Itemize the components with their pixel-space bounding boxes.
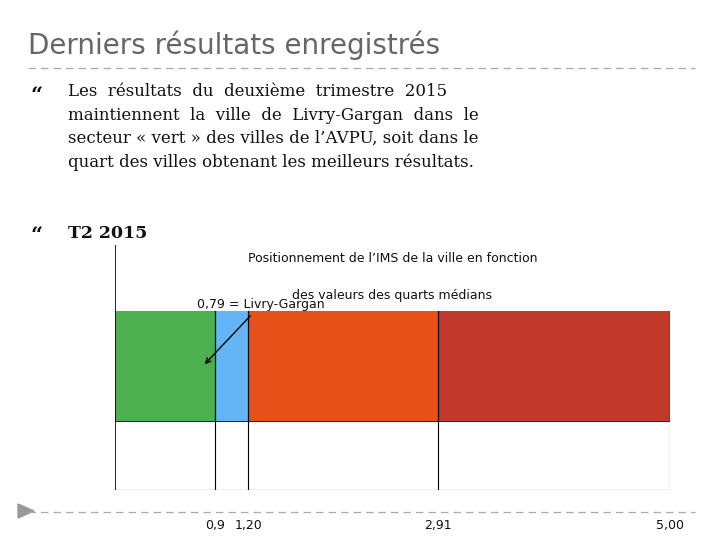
- Text: des valeurs des quarts médians: des valeurs des quarts médians: [292, 289, 492, 302]
- Text: T2 2015: T2 2015: [68, 225, 148, 242]
- Text: Positionnement de l’IMS de la ville en fonction: Positionnement de l’IMS de la ville en f…: [248, 252, 537, 265]
- Polygon shape: [18, 504, 34, 518]
- Bar: [215, 311, 248, 421]
- Text: “: “: [30, 85, 42, 105]
- Bar: [438, 311, 670, 421]
- Text: Les  résultats  du  deuxième  trimestre  2015
maintiennent  la  ville  de  Livry: Les résultats du deuxième trimestre 2015…: [68, 83, 479, 171]
- Text: 0,79 = Livry-Gargan: 0,79 = Livry-Gargan: [197, 298, 325, 363]
- Text: 1,20: 1,20: [234, 519, 262, 532]
- Text: 2,91: 2,91: [424, 519, 452, 532]
- Text: Derniers résultats enregistrés: Derniers résultats enregistrés: [28, 30, 440, 59]
- Text: 0,9: 0,9: [205, 519, 225, 532]
- Text: 5,00: 5,00: [656, 519, 684, 532]
- Text: “: “: [30, 225, 42, 245]
- Bar: [248, 311, 438, 421]
- Bar: [115, 311, 215, 421]
